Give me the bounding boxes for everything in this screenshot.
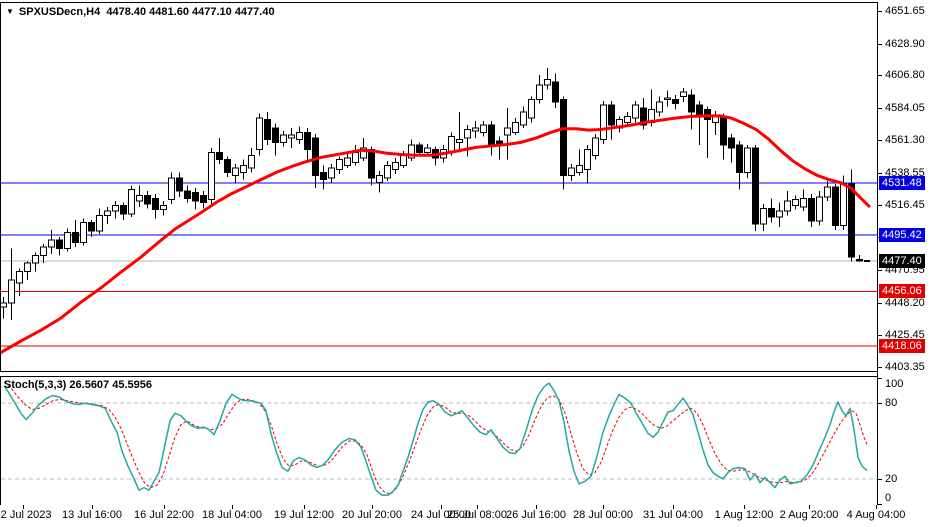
main-chart-panel[interactable] bbox=[0, 2, 878, 372]
stoch-tick bbox=[878, 504, 882, 505]
price-tick bbox=[878, 335, 882, 337]
time-tick bbox=[232, 505, 233, 509]
price-tick-label: 4606.80 bbox=[885, 69, 925, 82]
time-tick-label: 26 Jul 16:00 bbox=[506, 509, 566, 521]
price-tick-label: 4448.20 bbox=[885, 296, 925, 309]
time-tick bbox=[372, 505, 373, 509]
hline-price-badge: 4418.06 bbox=[879, 338, 925, 353]
price-tick-label: 4403.35 bbox=[885, 360, 925, 373]
price-tick bbox=[878, 107, 882, 109]
hline-price-badge: 4495.42 bbox=[879, 227, 925, 242]
stoch-k-line[interactable] bbox=[3, 382, 868, 496]
time-tick-label: 18 Jul 04:00 bbox=[202, 509, 262, 521]
price-tick-label: 4516.45 bbox=[885, 198, 925, 211]
price-tick-label: 4584.05 bbox=[885, 101, 925, 114]
stoch-d-line[interactable] bbox=[3, 381, 869, 495]
time-tick bbox=[441, 505, 442, 509]
stoch-tick-label: 100 bbox=[885, 378, 904, 390]
stoch-tick bbox=[878, 403, 882, 405]
time-tick-label: 2 Aug 20:00 bbox=[779, 509, 839, 521]
time-tick bbox=[809, 505, 810, 509]
candlestick-chart[interactable] bbox=[1, 3, 877, 371]
price-axis-line bbox=[877, 2, 878, 505]
price-tick bbox=[878, 75, 882, 77]
stoch-tick-label: 0 bbox=[885, 492, 892, 504]
time-tick-label: 31 Jul 04:00 bbox=[643, 509, 703, 521]
time-tick-label: 25 Jul 08:00 bbox=[447, 509, 507, 521]
time-tick-label: 1 Aug 12:00 bbox=[714, 509, 774, 521]
time-tick-label: 13 Jul 16:00 bbox=[62, 509, 122, 521]
time-tick-label: 20 Jul 20:00 bbox=[342, 509, 402, 521]
candles-layer bbox=[1, 67, 870, 321]
stoch-tick bbox=[878, 378, 882, 379]
price-tick-label: 4651.65 bbox=[885, 4, 925, 17]
price-tick bbox=[878, 204, 882, 206]
chart-title: ▼ SPXUSDecn,H4 4478.40 4481.60 4477.10 44… bbox=[6, 6, 275, 18]
time-tick-label: 4 Aug 04:00 bbox=[846, 509, 906, 521]
time-tick-label: 19 Jul 12:00 bbox=[274, 509, 334, 521]
price-axis[interactable]: 4651.65 4628.90 4606.80 4584.05 4561.30 4538.… bbox=[878, 0, 933, 527]
time-tick bbox=[876, 505, 877, 509]
hline-price-badge: 4456.06 bbox=[879, 284, 925, 299]
current-price-badge: 4477.40 bbox=[879, 253, 925, 268]
time-tick bbox=[304, 505, 305, 509]
price-tick bbox=[878, 270, 882, 272]
time-tick bbox=[673, 505, 674, 509]
chevron-down-icon[interactable]: ▼ bbox=[6, 7, 14, 16]
price-tick bbox=[878, 173, 882, 175]
stoch-tick-label: 80 bbox=[885, 397, 898, 410]
time-tick-label: 16 Jul 22:00 bbox=[134, 509, 194, 521]
stochastic-panel[interactable] bbox=[0, 376, 878, 506]
time-tick bbox=[92, 505, 93, 509]
ohlc-values: 4478.40 4481.60 4477.10 4477.40 bbox=[106, 6, 275, 18]
price-tick-label: 4538.55 bbox=[885, 167, 925, 180]
stochastic-chart[interactable] bbox=[1, 377, 877, 505]
time-tick-label: 24 Jul 00:00 bbox=[411, 509, 471, 521]
moving-average-line[interactable] bbox=[1, 114, 871, 354]
price-tick bbox=[878, 302, 882, 304]
stoch-tick bbox=[878, 478, 882, 480]
price-tick bbox=[878, 366, 882, 368]
time-tick bbox=[536, 505, 537, 509]
symbol-label: SPXUSDecn,H4 bbox=[18, 6, 101, 18]
time-tick bbox=[23, 505, 24, 509]
time-tick bbox=[744, 505, 745, 509]
stochastic-indicator-label: Stoch(5,3,3) 26.5607 45.5956 bbox=[4, 379, 152, 391]
time-tick bbox=[164, 505, 165, 509]
time-tick-label: 12 Jul 2023 bbox=[0, 509, 52, 521]
price-tick bbox=[878, 140, 882, 142]
stoch-tick-label: 20 bbox=[885, 472, 898, 485]
time-tick bbox=[477, 505, 478, 509]
price-tick-label: 4628.90 bbox=[885, 37, 925, 50]
price-tick bbox=[878, 10, 882, 12]
price-tick-label: 4561.30 bbox=[885, 134, 925, 147]
price-tick-label: 4425.45 bbox=[885, 329, 925, 342]
time-axis[interactable]: 12 Jul 2023 13 Jul 16:00 16 Jul 22:00 18 Ju… bbox=[0, 505, 933, 527]
price-tick bbox=[878, 43, 882, 45]
hline-price-badge: 4531.48 bbox=[879, 176, 925, 191]
time-tick bbox=[603, 505, 604, 509]
time-tick-label: 28 Jul 00:00 bbox=[573, 509, 633, 521]
